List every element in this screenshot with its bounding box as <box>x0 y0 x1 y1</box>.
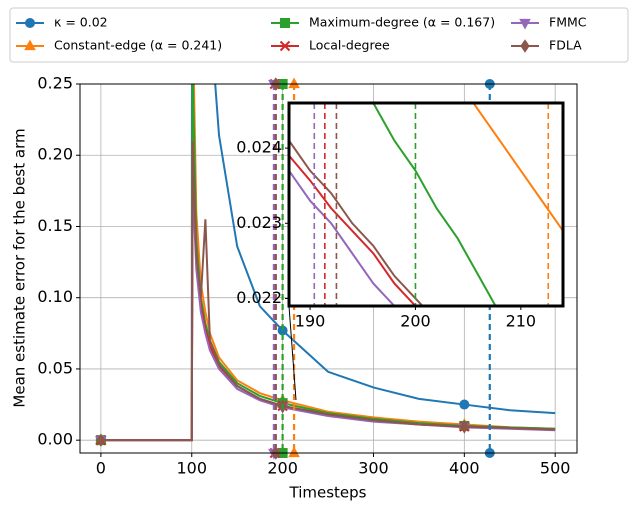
x-tick-label: 200 <box>267 459 298 478</box>
legend-label: FDLA <box>549 38 582 53</box>
series-line <box>100 84 556 442</box>
marker <box>459 419 469 434</box>
inset-y-tick-label: 0.024 <box>236 138 282 157</box>
marker <box>25 18 35 28</box>
legend-label: κ = 0.02 <box>54 15 108 30</box>
y-tick-label: 0.15 <box>37 216 73 235</box>
series-line <box>289 140 424 306</box>
inset-y-tick-label: 0.022 <box>236 288 282 307</box>
y-tick-label: 0.25 <box>37 74 73 93</box>
marker <box>288 446 300 458</box>
series-line <box>289 154 417 306</box>
y-tick-label: 0.05 <box>37 358 73 377</box>
series-line <box>289 170 396 306</box>
plot-frame <box>79 83 578 454</box>
marker <box>280 18 290 28</box>
legend-label: FMMC <box>549 15 587 30</box>
series-line <box>100 140 556 442</box>
legend-label: Maximum-degree (α = 0.167) <box>309 15 495 30</box>
y-axis-label: Mean estimate error for the best arm <box>11 128 29 407</box>
y-tick-label: 0.00 <box>37 430 73 449</box>
series-line <box>100 84 556 442</box>
inset-axes: 190 200 210 0.022 0.023 0.024 <box>236 101 565 331</box>
legend-box <box>9 7 629 63</box>
legend-label: Constant-edge (α = 0.241) <box>54 38 222 53</box>
inset-x-tick-label: 190 <box>295 312 326 331</box>
inset-x-tick-label: 200 <box>400 312 431 331</box>
series-group <box>95 84 556 447</box>
x-axis-label: Timesteps <box>289 484 367 502</box>
series-line <box>372 103 497 306</box>
series-line <box>472 103 563 232</box>
x-tick-label: 300 <box>358 459 389 478</box>
marker <box>24 39 36 51</box>
inset-series-group <box>289 103 563 306</box>
marker <box>288 77 300 89</box>
y-tick-label: 0.20 <box>37 145 73 164</box>
inset-y-tick-label: 0.023 <box>236 213 282 232</box>
marker <box>519 18 531 30</box>
x-tick-label: 400 <box>449 459 480 478</box>
inset-area <box>289 103 563 306</box>
marker <box>96 433 106 447</box>
marker <box>459 399 470 410</box>
inset-x-tick-label: 210 <box>506 312 537 331</box>
x-tick-label: 500 <box>540 459 571 478</box>
inset-connector <box>288 305 297 401</box>
legend-label: Local-degree <box>309 38 390 53</box>
marker <box>520 39 530 53</box>
legend: κ = 0.02 Constant-edge (α = 0.241) Maximum… <box>16 15 587 53</box>
inset-frame <box>287 101 565 308</box>
y-tick-label: 0.10 <box>37 287 73 306</box>
x-tick-label: 100 <box>176 459 207 478</box>
marker <box>279 40 291 52</box>
x-tick-label: 0 <box>96 459 106 478</box>
